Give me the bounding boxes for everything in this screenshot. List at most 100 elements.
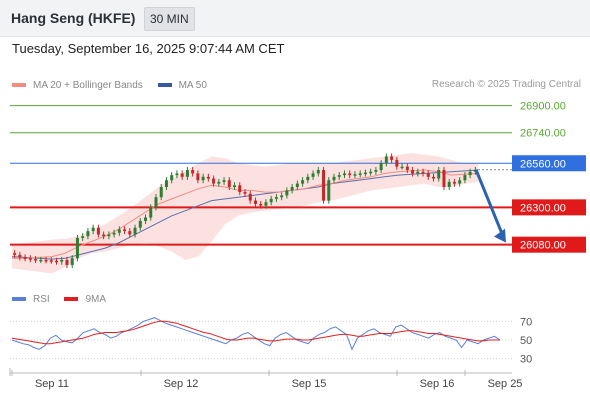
candle-body bbox=[316, 170, 320, 174]
candle-body bbox=[463, 175, 467, 181]
candle-body bbox=[149, 207, 153, 218]
candle-body bbox=[431, 176, 435, 179]
candle-body bbox=[264, 202, 268, 206]
rsi-tick-label: 30 bbox=[520, 354, 532, 366]
x-axis-label: Sep 16 bbox=[420, 378, 455, 390]
candle-body bbox=[374, 170, 378, 172]
price-legend: MA 20 + Bollinger Bands MA 50 bbox=[12, 79, 219, 91]
candle-body bbox=[332, 176, 336, 181]
candle-body bbox=[447, 181, 451, 187]
level-label-support: 26300.00 bbox=[520, 202, 566, 214]
candle-body bbox=[395, 159, 399, 167]
candle-body bbox=[23, 257, 27, 259]
candle-body bbox=[348, 173, 352, 176]
level-label-resistance: 26740.00 bbox=[520, 128, 566, 140]
x-axis-label: Sep 11 bbox=[35, 378, 69, 390]
candle-body bbox=[306, 176, 310, 181]
candle-body bbox=[18, 254, 22, 258]
candle-body bbox=[269, 198, 273, 203]
candle-body bbox=[144, 217, 148, 221]
rsi-tick-label: 50 bbox=[520, 335, 532, 347]
x-axis-label: Sep 25 bbox=[488, 378, 523, 390]
candle-body bbox=[405, 166, 409, 171]
legend-label-9ma: 9MA bbox=[85, 293, 107, 305]
candle-body bbox=[353, 174, 357, 176]
legend-item-9ma: 9MA bbox=[64, 294, 106, 305]
candle-body bbox=[222, 180, 226, 182]
rsi-series-9ma bbox=[11, 320, 500, 345]
candle-body bbox=[233, 185, 237, 187]
legend-item-ma50: MA 50 bbox=[157, 79, 207, 91]
x-axis-label: Sep 15 bbox=[292, 378, 327, 390]
interval-selector[interactable]: 30 MIN bbox=[144, 7, 195, 31]
candle-body bbox=[206, 176, 210, 179]
candle-body bbox=[327, 180, 331, 201]
candle-body bbox=[227, 180, 231, 187]
candle-body bbox=[259, 203, 263, 206]
candle-body bbox=[75, 237, 79, 259]
candle-body bbox=[159, 187, 163, 198]
candle-body bbox=[411, 170, 415, 174]
candle-body bbox=[400, 166, 404, 169]
candle-body bbox=[81, 236, 85, 238]
legend-label-rsi: RSI bbox=[33, 293, 50, 305]
candle-body bbox=[468, 171, 472, 176]
rsi-legend: RSI 9MA bbox=[12, 293, 118, 305]
candle-body bbox=[301, 180, 305, 184]
candle-body bbox=[185, 170, 189, 177]
candle-body bbox=[390, 156, 394, 160]
candle-body bbox=[170, 175, 174, 181]
candle-body bbox=[39, 259, 43, 262]
candle-body bbox=[295, 183, 299, 187]
candle-body bbox=[91, 227, 95, 232]
rsi-tick-label: 70 bbox=[520, 316, 532, 328]
legend-swatch-ma50 bbox=[157, 83, 172, 87]
candle-body bbox=[123, 229, 127, 232]
candle-body bbox=[358, 173, 362, 175]
timestamp: Tuesday, September 16, 2025 9:07:44 AM C… bbox=[12, 41, 285, 56]
candle-body bbox=[196, 173, 200, 181]
legend-swatch-rsi bbox=[12, 297, 26, 301]
candle-body bbox=[369, 171, 373, 174]
level-tag-support bbox=[512, 199, 586, 216]
level-label-support: 26080.00 bbox=[520, 240, 566, 252]
candle-body bbox=[44, 259, 48, 262]
research-credit: Research © 2025 Trading Central bbox=[431, 79, 581, 90]
candle-body bbox=[416, 171, 420, 174]
legend-item-rsi: RSI bbox=[12, 294, 50, 305]
level-tag-support bbox=[512, 236, 586, 253]
candle-body bbox=[285, 190, 289, 196]
candle-body bbox=[243, 192, 247, 194]
candle-body bbox=[180, 173, 184, 177]
candle-body bbox=[175, 173, 179, 176]
candle-body bbox=[138, 220, 142, 228]
candle-body bbox=[13, 253, 17, 255]
candle-body bbox=[49, 260, 53, 262]
candle-body bbox=[117, 229, 121, 233]
candle-body bbox=[280, 195, 284, 198]
candle-body bbox=[274, 197, 278, 199]
candle-body bbox=[70, 258, 74, 266]
candle-body bbox=[107, 234, 111, 237]
candle-body bbox=[238, 185, 242, 193]
candle-body bbox=[102, 234, 106, 237]
candle-body bbox=[191, 170, 195, 174]
forecast-arrow-head bbox=[494, 228, 506, 243]
candle-body bbox=[133, 227, 137, 235]
candle-body bbox=[421, 171, 425, 174]
candle-body bbox=[290, 187, 294, 191]
x-axis-label: Sep 12 bbox=[164, 378, 199, 390]
candle-body bbox=[65, 259, 69, 266]
candle-body bbox=[217, 181, 221, 184]
chart-header: Hang Seng (HKFE) 30 MIN bbox=[0, 0, 590, 37]
legend-swatch-9ma bbox=[64, 297, 79, 301]
legend-label-ma50: MA 50 bbox=[178, 79, 207, 91]
candle-body bbox=[322, 170, 326, 201]
candle-body bbox=[253, 200, 257, 204]
candle-body bbox=[458, 180, 462, 184]
candle-body bbox=[60, 259, 64, 262]
candle-body bbox=[311, 173, 315, 177]
candle-body bbox=[201, 176, 205, 181]
level-label-pivot: 26560.00 bbox=[520, 158, 566, 170]
